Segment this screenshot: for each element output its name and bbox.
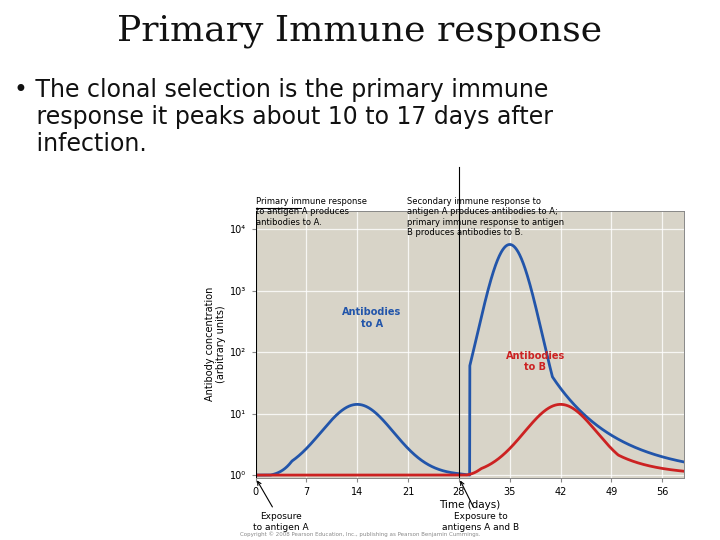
Text: Exposure to
antigens A and B: Exposure to antigens A and B <box>442 482 519 531</box>
Text: infection.: infection. <box>14 132 147 156</box>
Text: response it peaks about 10 to 17 days after: response it peaks about 10 to 17 days af… <box>14 105 554 129</box>
Text: • The clonal selection is the primary immune: • The clonal selection is the primary im… <box>14 78 549 102</box>
Text: Exposure
to antigen A: Exposure to antigen A <box>253 481 309 531</box>
Text: Primary immune response
to antigen A produces
antibodies to A.: Primary immune response to antigen A pro… <box>256 197 366 227</box>
Text: Antibodies
to B: Antibodies to B <box>505 350 564 372</box>
Text: Secondary immune response to
antigen A produces antibodies to A;
primary immune : Secondary immune response to antigen A p… <box>407 197 564 237</box>
Text: Primary Immune response: Primary Immune response <box>117 14 603 48</box>
X-axis label: Time (days): Time (days) <box>439 500 500 510</box>
Text: Antibodies
to A: Antibodies to A <box>342 307 402 329</box>
Y-axis label: Antibody concentration
(arbitrary units): Antibody concentration (arbitrary units) <box>204 287 226 401</box>
Text: Copyright © 2008 Pearson Education, Inc., publishing as Pearson Benjamin Cumming: Copyright © 2008 Pearson Education, Inc.… <box>240 532 480 537</box>
